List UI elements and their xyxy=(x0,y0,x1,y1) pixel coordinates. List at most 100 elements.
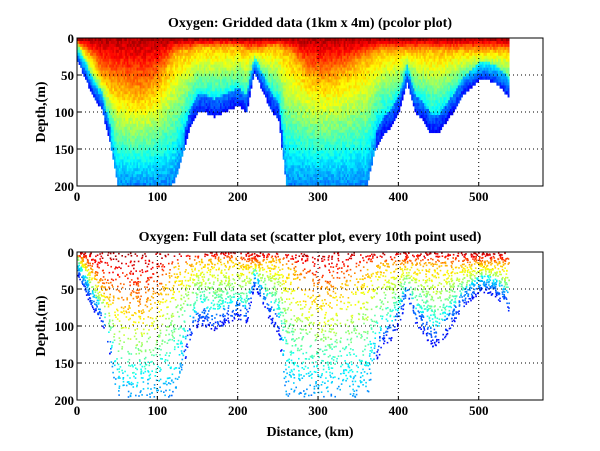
pcolor-cell xyxy=(141,91,144,95)
pcolor-cell xyxy=(184,76,187,80)
pcolor-cell xyxy=(162,171,165,175)
pcolor-cell xyxy=(179,115,182,119)
pcolor-cell xyxy=(130,174,132,178)
pcolor-cell xyxy=(226,106,229,110)
pcolor-cell xyxy=(184,94,187,98)
pcolor-cell xyxy=(146,43,149,48)
pcolor-cell xyxy=(97,52,100,57)
pcolor-cell xyxy=(199,46,202,51)
pcolor-cell xyxy=(139,46,142,51)
pcolor-cell xyxy=(117,126,120,131)
pcolor-cell xyxy=(244,61,247,65)
pcolor-cell xyxy=(139,168,142,172)
pcolor-cell xyxy=(305,43,308,48)
pcolor-cell xyxy=(81,61,84,65)
pcolor-cell xyxy=(110,129,113,134)
pcolor-cell xyxy=(200,103,203,107)
pcolor-cell xyxy=(152,109,155,113)
pcolor-cell xyxy=(189,103,192,107)
pcolor-cell xyxy=(104,100,107,104)
pcolor-cell xyxy=(99,91,102,95)
pcolor-cell xyxy=(292,183,295,187)
pcolor-cell xyxy=(123,120,126,125)
pcolor-cell xyxy=(213,88,216,92)
pcolor-cell xyxy=(136,153,139,157)
pcolor-cell xyxy=(252,41,255,45)
pcolor-cell xyxy=(176,103,179,107)
pcolor-cell xyxy=(279,126,282,131)
pcolor-cell xyxy=(277,38,280,42)
pcolor-cell xyxy=(102,41,105,45)
pcolor-cell xyxy=(123,165,126,169)
pcolor-cell xyxy=(91,76,94,80)
pcolor-cell xyxy=(89,70,92,74)
pcolor-cell xyxy=(171,97,174,101)
pcolor-cell xyxy=(173,82,176,86)
pcolor-cell xyxy=(281,79,284,83)
pcolor-cell xyxy=(260,58,263,62)
pcolor-cell xyxy=(171,141,174,145)
pcolor-cell xyxy=(134,144,137,148)
pcolor-cell xyxy=(139,117,142,122)
pcolor-cell xyxy=(179,159,182,163)
pcolor-cell xyxy=(138,61,141,65)
pcolor-cell xyxy=(133,165,136,169)
pcolor-cell xyxy=(152,103,155,107)
pcolor-cell xyxy=(109,49,112,54)
pcolor-cell xyxy=(293,132,296,136)
pcolor-cell xyxy=(269,73,272,77)
pcolor-cell xyxy=(232,38,235,42)
pcolor-cell xyxy=(215,112,218,116)
pcolor-cell xyxy=(171,55,174,60)
pcolor-cell xyxy=(128,168,131,172)
pcolor-cell xyxy=(300,156,303,160)
pcolor-cell xyxy=(285,43,288,48)
pcolor-cell xyxy=(192,38,195,42)
pcolor-cell xyxy=(114,123,116,128)
pcolor-cell xyxy=(139,174,142,178)
pcolor-cell xyxy=(139,85,142,89)
pcolor-cell xyxy=(295,126,298,131)
pcolor-cell xyxy=(160,123,163,128)
pcolor-cell xyxy=(131,141,134,145)
pcolor-cell xyxy=(298,67,301,71)
pcolor-cell xyxy=(88,70,91,74)
pcolor-cell xyxy=(203,88,206,92)
pcolor-cell xyxy=(191,120,194,125)
pcolor-cell xyxy=(176,162,179,166)
pcolor-cell xyxy=(109,106,112,110)
pcolor-cell xyxy=(202,58,205,62)
pcolor-cell xyxy=(192,55,195,60)
pcolor-cell xyxy=(310,55,312,60)
pcolor-cell xyxy=(194,103,197,107)
pcolor-cell xyxy=(136,85,139,89)
pcolor-cell xyxy=(250,67,253,71)
pcolor-cell xyxy=(179,132,182,136)
pcolor-cell xyxy=(277,41,280,45)
pcolor-cell xyxy=(298,162,301,166)
pcolor-cell xyxy=(125,177,128,181)
pcolor-cell xyxy=(109,109,112,113)
pcolor-cell xyxy=(123,109,126,113)
pcolor-cell xyxy=(77,55,79,60)
pcolor-cell xyxy=(160,162,163,166)
pcolor-cell xyxy=(223,76,226,80)
pcolor-cell xyxy=(105,58,108,62)
pcolor-cell xyxy=(160,144,163,148)
pcolor-cell xyxy=(179,85,182,89)
pcolor-cell xyxy=(85,64,87,68)
pcolor-cell xyxy=(302,109,304,113)
pcolor-cell xyxy=(176,156,179,160)
pcolor-cell xyxy=(149,58,152,62)
pcolor-cell xyxy=(105,117,108,122)
pcolor-cell xyxy=(295,103,298,107)
pcolor-cell xyxy=(144,70,147,74)
pcolor-cell xyxy=(160,168,163,172)
pcolor-cell xyxy=(281,61,284,65)
pcolor-cell xyxy=(171,115,174,119)
pcolor-cell xyxy=(146,85,149,89)
pcolor-cell xyxy=(150,112,153,116)
pcolor-cell xyxy=(159,162,161,166)
pcolor-cell xyxy=(306,177,309,181)
pcolor-cell xyxy=(181,58,184,62)
